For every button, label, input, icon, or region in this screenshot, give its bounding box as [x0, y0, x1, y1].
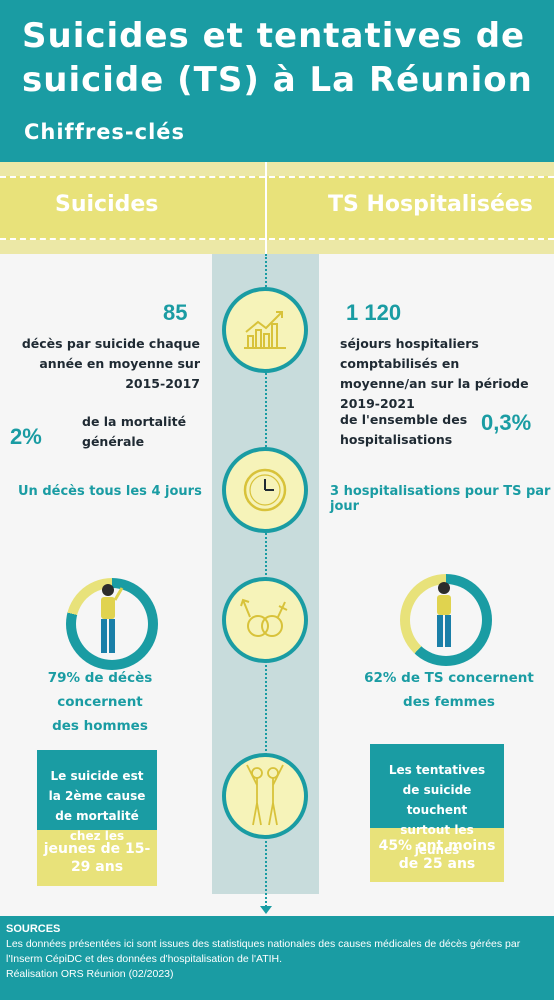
ts-share-text: de l'ensemble des hospitalisations	[340, 412, 468, 447]
gender-icon	[222, 577, 308, 663]
suicide-count: 85	[163, 300, 188, 325]
suicide-frequency: Un décès tous les 4 jours	[18, 484, 202, 499]
ts-count: 1 120	[346, 300, 402, 325]
man-figure-icon	[101, 584, 124, 653]
ts-gender-text: 62% de TS concernent des femmes	[354, 666, 544, 714]
suicide-youth-text: Le suicide est la 2ème cause de mortalit…	[37, 750, 157, 843]
column-divider	[265, 162, 267, 254]
youth-icon	[222, 753, 308, 839]
suicide-count-text: décès par suicide chaque année en moyenn…	[21, 336, 200, 391]
column-label-ts: TS Hospitalisées	[328, 192, 533, 217]
ts-gender-line2: des femmes	[403, 694, 495, 710]
arrow-down-icon	[260, 906, 272, 914]
sources-footer: SOURCES Les données présentées ici sont …	[0, 916, 554, 1000]
suicide-gender-text: 79% de décès concernent des hommes	[4, 666, 196, 738]
ts-youth-highlight: 45% ont moins de 25 ans	[370, 828, 504, 882]
sources-text: Les données présentées ici sont issues d…	[6, 938, 521, 965]
clock-icon	[222, 447, 308, 533]
page-title: Suicides et tentatives de suicide (TS) à…	[22, 16, 533, 100]
woman-figure-icon	[437, 582, 451, 647]
chart-growth-icon	[222, 287, 308, 373]
ts-share: 0,3%	[481, 410, 532, 435]
suicide-gender-line2: des hommes	[52, 718, 148, 734]
ts-gender-line1: 62% de TS concernent	[364, 670, 534, 686]
ts-count-text: séjours hospitaliers comptabilisés en mo…	[340, 336, 529, 411]
ts-frequency: 3 hospitalisations pour TS par jour	[330, 484, 551, 514]
column-label-suicides: Suicides	[55, 192, 159, 217]
column-header-band: Suicides TS Hospitalisées	[0, 162, 554, 254]
sources-credit: Réalisation ORS Réunion (02/2023)	[6, 968, 174, 980]
suicide-youth-highlight: jeunes de 15-29 ans	[37, 830, 157, 886]
ts-youth-text: Les tentatives de suicide touchent surto…	[370, 744, 504, 857]
suicide-gender-line1: 79% de décès concernent	[47, 670, 153, 710]
header-banner: Suicides et tentatives de suicide (TS) à…	[0, 0, 554, 162]
suicide-youth-card: Le suicide est la 2ème cause de mortalit…	[37, 750, 157, 886]
sources-title: SOURCES	[6, 923, 61, 935]
suicide-share-text: de la mortalité générale	[82, 414, 187, 449]
page-subtitle: Chiffres-clés	[24, 120, 186, 144]
column-header-strip: Suicides TS Hospitalisées	[0, 176, 554, 240]
suicide-share: 2%	[10, 424, 42, 449]
ts-youth-card: Les tentatives de suicide touchent surto…	[370, 744, 504, 882]
